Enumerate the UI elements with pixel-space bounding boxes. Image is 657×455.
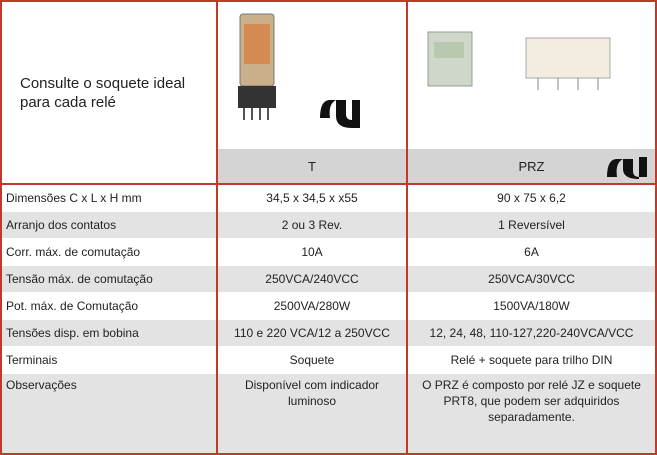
row-label: Corr. máx. de comutação (0, 238, 217, 266)
table-title: Consulte o soquete ideal para cada relé (0, 0, 217, 185)
relay-prz-picture (427, 31, 611, 90)
table-row: Tensões disp. em bobina 110 e 220 VCA/12 … (0, 319, 657, 347)
column-header: T (216, 148, 407, 185)
relay-image (216, 0, 407, 149)
table-row: Arranjo dos contatos 2 ou 3 Rev. 1 Reversí… (0, 211, 657, 239)
table-row: Observações Disponível com indicador lumi… (0, 373, 657, 455)
cell: Soquete (216, 346, 407, 374)
cell: 10A (216, 238, 407, 266)
cell: 34,5 x 34,5 x x55 (216, 184, 407, 212)
column-header-text: PRZ (518, 158, 545, 174)
table-row: Dimensões C x L x H mm 34,5 x 34,5 x x55 9… (0, 184, 657, 212)
table-row: Terminais Soquete Relé + soquete para tril… (0, 346, 657, 374)
row-label: Arranjo dos contatos (0, 211, 217, 239)
table-row: Corr. máx. de comutação 10A 6A (0, 238, 657, 266)
row-label: Dimensões C x L x H mm (0, 184, 217, 212)
cell: 12, 24, 48, 110-127,220-240VCA/VCC (406, 319, 657, 347)
row-label: Pot. máx. de Comutação (0, 292, 217, 320)
ul-logo (607, 157, 647, 179)
row-label: Tensão máx. de comutação (0, 265, 217, 293)
cell: Disponível com indicador luminoso (216, 373, 407, 455)
row-label: Tensões disp. em bobina (0, 319, 217, 347)
cell: 1500VA/180W (406, 292, 657, 320)
cell: Relé + soquete para trilho DIN (406, 346, 657, 374)
cell: 110 e 220 VCA/12 a 250VCC (216, 319, 407, 347)
column-header: PRZ (406, 148, 657, 185)
relay-t-picture (238, 13, 360, 128)
cell: 1 Reversível (406, 211, 657, 239)
table-row: Tensão máx. de comutação 250VCA/240VCC 250… (0, 265, 657, 293)
cell: 250VCA/30VCC (406, 265, 657, 293)
cell: 6A (406, 238, 657, 266)
row-label: Terminais (0, 346, 217, 374)
table-row: Pot. máx. de Comutação 2500VA/280W 1500VA/… (0, 292, 657, 320)
row-label: Observações (0, 373, 217, 455)
cell: 2500VA/280W (216, 292, 407, 320)
table-body: Dimensões C x L x H mm 34,5 x 34,5 x x55 9… (0, 184, 657, 455)
cell: O PRZ é composto por relé JZ e soquete P… (406, 373, 657, 455)
cell: 90 x 75 x 6,2 (406, 184, 657, 212)
cell: 2 ou 3 Rev. (216, 211, 407, 239)
cell: 250VCA/240VCC (216, 265, 407, 293)
relay-image (406, 0, 657, 149)
ul-logo (320, 100, 360, 128)
